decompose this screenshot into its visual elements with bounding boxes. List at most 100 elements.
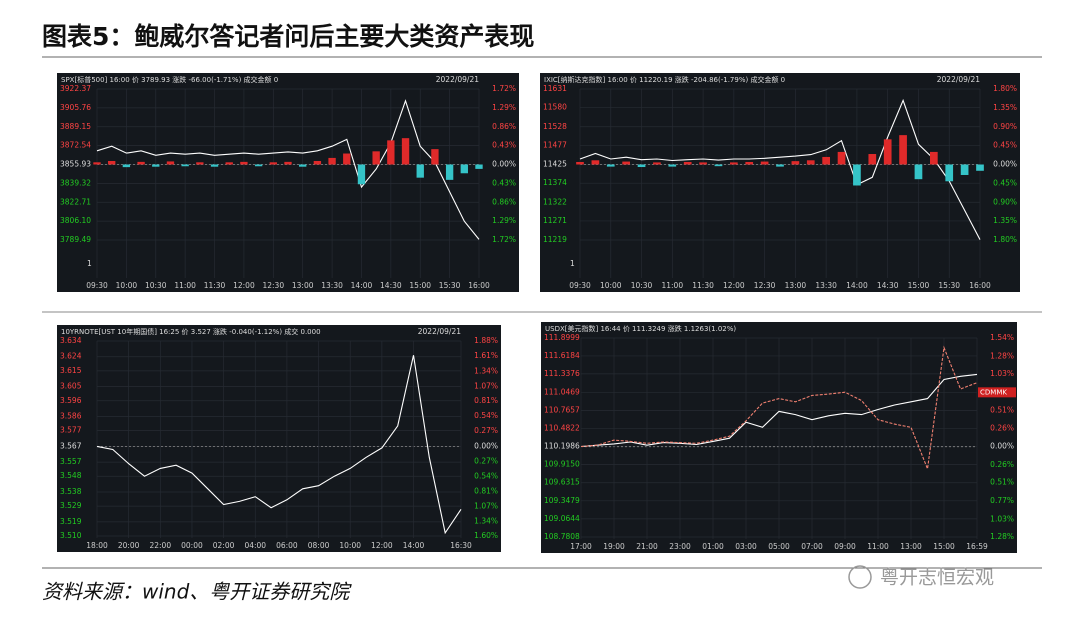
- y-tick-label: 11271: [543, 216, 567, 225]
- bar: [699, 162, 707, 165]
- bar: [730, 162, 738, 165]
- x-tick-label: 17:00: [570, 542, 592, 551]
- y2-tick-label: 0.43%: [492, 178, 516, 187]
- y2-tick-label: 1.03%: [990, 369, 1014, 378]
- x-tick-label: 11:30: [692, 281, 714, 290]
- bar: [152, 164, 160, 167]
- bar: [240, 161, 248, 165]
- x-tick-label: 23:00: [669, 542, 691, 551]
- y2-tick-label: 0.54%: [474, 411, 498, 420]
- bar: [210, 164, 219, 167]
- y2-tick-label: 0.81%: [474, 487, 498, 496]
- y-tick-label: 3.567: [60, 441, 82, 450]
- bar: [166, 161, 175, 165]
- line: [580, 373, 978, 448]
- y2-tick-label: 0.86%: [492, 197, 516, 206]
- bar: [122, 164, 131, 168]
- y-tick-label: 11322: [543, 197, 567, 206]
- y2-tick-label: 1.72%: [492, 84, 516, 93]
- tag-box: [978, 387, 1016, 398]
- y2-tick-label: 0.45%: [993, 141, 1017, 150]
- bar: [776, 164, 784, 167]
- y-tick-label: 110.1986: [544, 442, 580, 451]
- y2-tick-label: 0.43%: [492, 141, 516, 150]
- y-tick-label: 3889.15: [60, 122, 91, 131]
- y2-tick-label: 1.54%: [990, 333, 1014, 342]
- y2-tick-label: 0.27%: [474, 426, 498, 435]
- y-tick-label: 3.596: [60, 396, 82, 405]
- line: [579, 98, 981, 240]
- line: [96, 99, 480, 240]
- bar: [806, 160, 815, 165]
- y2-tick-label: 1.07%: [474, 381, 498, 390]
- y2-tick-label: 1.07%: [474, 501, 498, 510]
- bar: [899, 135, 907, 165]
- x-tick-label: 14:00: [403, 541, 425, 550]
- y2-tick-label: 1.28%: [990, 532, 1014, 541]
- bar: [445, 164, 454, 180]
- x-tick-label: 13:30: [815, 281, 837, 290]
- volume-tick-label: 1: [87, 259, 92, 268]
- y-tick-label: 3.538: [60, 487, 82, 496]
- y2-tick-label: 1.29%: [492, 216, 516, 225]
- bar: [606, 164, 615, 167]
- y-tick-label: 3.605: [60, 382, 82, 391]
- y2-tick-label: 1.80%: [993, 84, 1017, 93]
- y-tick-label: 109.9150: [544, 460, 580, 469]
- x-tick-label: 14:30: [380, 281, 402, 290]
- y2-tick-label: 0.26%: [990, 460, 1014, 469]
- x-tick-label: 15:00: [933, 542, 955, 551]
- x-tick-label: 04:00: [244, 541, 266, 550]
- x-tick-label: 18:00: [86, 541, 108, 550]
- x-tick-label: 09:30: [569, 281, 591, 290]
- y2-tick-label: 0.90%: [993, 197, 1017, 206]
- x-tick-label: 10:00: [116, 281, 138, 290]
- x-tick-label: 16:59: [966, 542, 988, 551]
- panel-date: 2022/09/21: [418, 327, 461, 336]
- x-tick-label: 11:00: [661, 281, 683, 290]
- bar: [269, 162, 277, 165]
- y-tick-label: 109.0644: [544, 514, 580, 523]
- x-tick-label: 09:30: [86, 281, 108, 290]
- x-tick-label: 15:30: [439, 281, 461, 290]
- x-tick-label: 11:00: [174, 281, 196, 290]
- bar: [343, 153, 351, 165]
- bar: [853, 164, 861, 186]
- line: [96, 355, 462, 535]
- x-tick-label: 13:00: [785, 281, 807, 290]
- y-tick-label: 3.519: [60, 517, 82, 526]
- x-tick-label: 02:00: [213, 541, 235, 550]
- x-tick-label: 14:00: [351, 281, 373, 290]
- y2-tick-label: 1.34%: [474, 516, 498, 525]
- bar: [299, 164, 307, 167]
- x-tick-label: 13:30: [321, 281, 343, 290]
- panel-date: 2022/09/21: [937, 75, 980, 84]
- y2-tick-label: 0.54%: [474, 472, 498, 481]
- page-title: 图表5：鲍威尔答记者问后主要大类资产表现: [42, 22, 534, 51]
- bar: [976, 164, 984, 171]
- bar: [284, 161, 292, 165]
- y-tick-label: 109.3479: [544, 496, 580, 505]
- bar: [714, 164, 723, 167]
- y-tick-label: 11631: [543, 84, 567, 93]
- panel: [57, 73, 519, 292]
- y-tick-label: 3922.37: [60, 84, 91, 93]
- y-tick-label: 3839.32: [60, 178, 91, 187]
- y2-tick-label: 1.80%: [993, 235, 1017, 244]
- y2-tick-label: 0.90%: [993, 122, 1017, 131]
- x-tick-label: 07:00: [801, 542, 823, 551]
- bar: [576, 161, 584, 165]
- y-tick-label: 11580: [543, 103, 567, 112]
- y-tick-label: 3.586: [60, 411, 82, 420]
- x-tick-label: 12:00: [233, 281, 255, 290]
- x-tick-label: 21:00: [636, 542, 658, 551]
- panel-header: SPX[标普500] 16:00 价 3789.93 涨跌 -66.00(-1.…: [61, 75, 278, 84]
- y-tick-label: 3.577: [60, 426, 82, 435]
- bar: [760, 161, 769, 165]
- y2-tick-label: 1.35%: [993, 216, 1017, 225]
- y2-tick-label: 1.35%: [993, 103, 1017, 112]
- bar: [822, 156, 830, 165]
- bar: [791, 161, 800, 165]
- logo: [848, 565, 872, 589]
- y-tick-label: 109.6315: [544, 478, 580, 487]
